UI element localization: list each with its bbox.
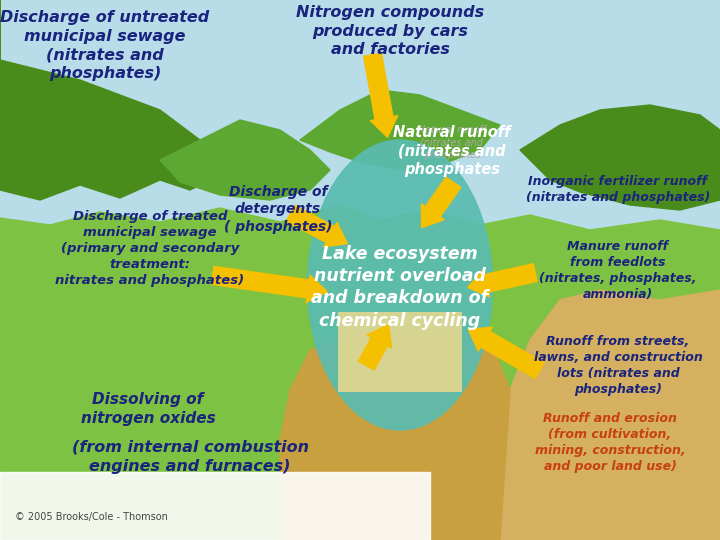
Text: Lake ecosystem
nutrient overload
and breakdown of
chemical cycling: Lake ecosystem nutrient overload and bre… [312,245,489,329]
Text: © 2005 Brooks/Cole - Thomson: © 2005 Brooks/Cole - Thomson [15,512,168,522]
Polygon shape [0,205,720,540]
Polygon shape [520,105,720,210]
FancyArrowPatch shape [421,177,461,228]
Text: (from internal combustion
engines and furnaces): (from internal combustion engines and fu… [71,440,308,474]
Text: Runoff from streets,
lawns, and construction
lots (nitrates and
phosphates): Runoff from streets, lawns, and construc… [534,335,703,396]
Polygon shape [500,290,720,540]
FancyArrowPatch shape [364,53,397,137]
FancyArrowPatch shape [212,266,328,302]
Text: Runoff and erosion
(from cultivation,
mining, construction,
and poor land use): Runoff and erosion (from cultivation, mi… [535,412,685,473]
Bar [0,472,430,540]
FancyArrowPatch shape [468,264,537,297]
Text: Inorganic fertilizer runoff
(nitrates and phosphates): Inorganic fertilizer runoff (nitrates an… [526,175,710,204]
Text: Nitrogen compounds
produced by cars
and factories: Nitrogen compounds produced by cars and … [296,5,484,57]
Ellipse shape [307,140,492,430]
FancyBboxPatch shape [338,312,462,392]
FancyArrowPatch shape [359,325,392,370]
Text: Discharge of treated
municipal sewage
(primary and secondary
treatment:
nitrates: Discharge of treated municipal sewage (p… [55,210,245,287]
Polygon shape [0,0,220,200]
Polygon shape [160,120,330,200]
Text: Discharge of untreated
municipal sewage
(nitrates and
phosphates): Discharge of untreated municipal sewage … [1,10,210,81]
Polygon shape [280,330,510,540]
Text: Natural runoff
(nitrates and
phosphates: Natural runoff (nitrates and phosphates [418,125,486,160]
Text: Natural runoff
(nitrates and
phosphates: Natural runoff (nitrates and phosphates [393,125,510,177]
Text: Discharge of
detergents
( phosphates): Discharge of detergents ( phosphates) [224,185,332,234]
FancyArrowPatch shape [469,327,544,379]
Text: Dissolving of
nitrogen oxides: Dissolving of nitrogen oxides [81,392,215,426]
Text: Manure runoff
from feedlots
(nitrates, phosphates,
ammonia): Manure runoff from feedlots (nitrates, p… [539,240,697,301]
Polygon shape [300,90,500,170]
FancyArrowPatch shape [287,205,348,247]
